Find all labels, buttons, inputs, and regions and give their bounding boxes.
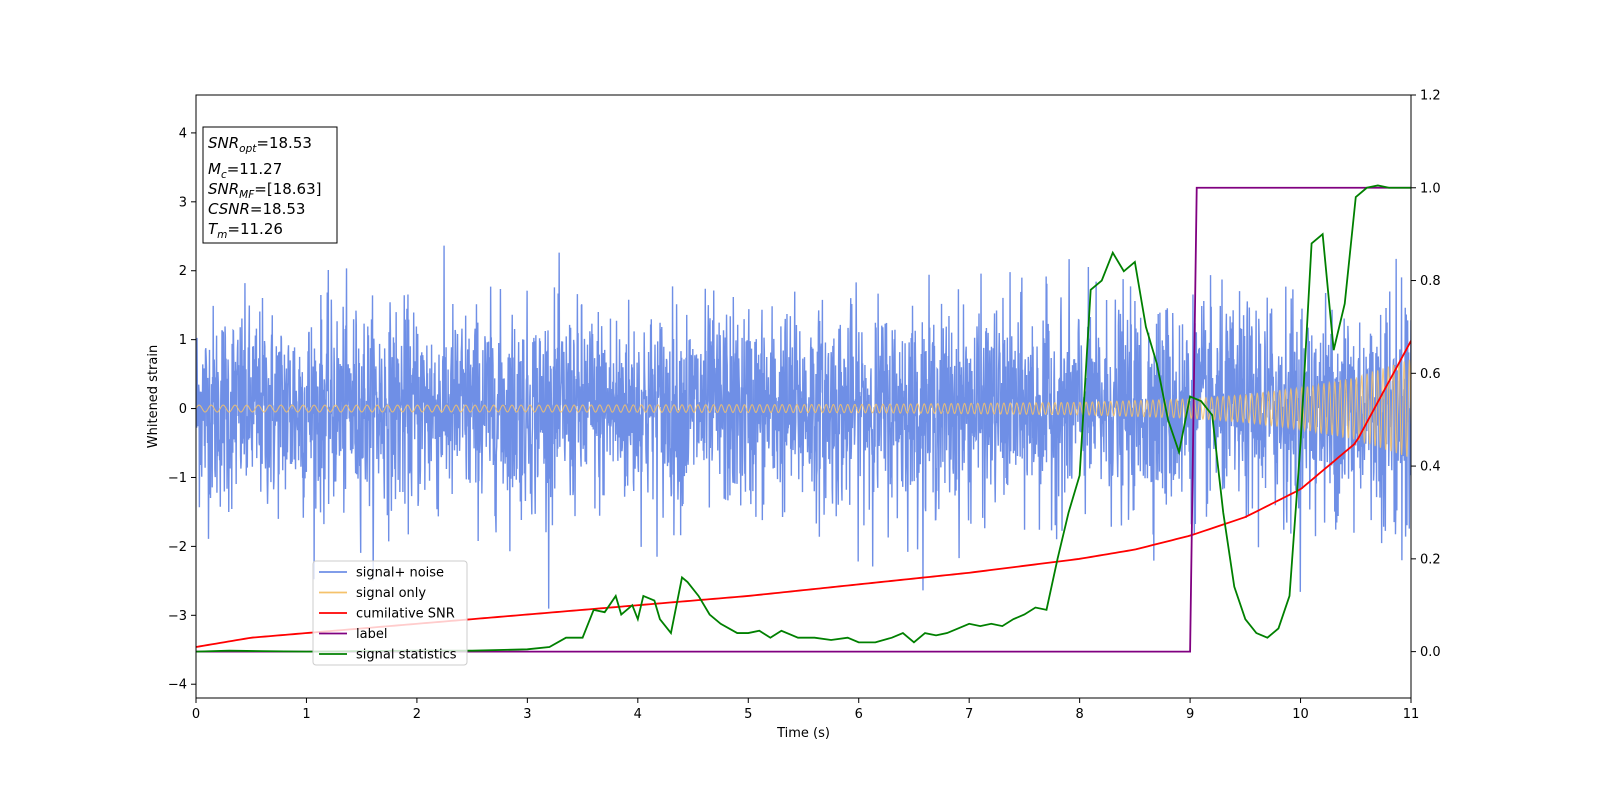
series-signal-only bbox=[196, 359, 1411, 457]
y-left-tick-label: −4 bbox=[168, 678, 187, 693]
info-value: =11.27 bbox=[227, 160, 283, 178]
plot-frame bbox=[195, 94, 1412, 699]
x-tick-label: 3 bbox=[523, 707, 531, 722]
series-signal-statistics bbox=[196, 184, 1411, 653]
y-left-tick-label: 2 bbox=[179, 264, 187, 279]
axes: 0 1 2 3 4 5 6 7 8 9 10 11 −4 −3 −2 −1 0 1 2 3 4 0.0 0.2 0.4 0.6 0… bbox=[146, 89, 1441, 742]
series-signal-noise bbox=[196, 245, 1411, 609]
y-right-tick-label: 0.8 bbox=[1420, 274, 1441, 289]
y-right-tick-label: 0.4 bbox=[1420, 460, 1441, 475]
x-tick-label: 6 bbox=[855, 707, 863, 722]
info-line: SNRMF=[18.63] bbox=[208, 180, 322, 201]
x-tick-label: 5 bbox=[744, 707, 752, 722]
info-box-frame bbox=[202, 126, 338, 244]
info-line: Mc=11.27 bbox=[208, 160, 282, 181]
info-sub: opt bbox=[239, 143, 257, 155]
y-right-tick-label: 0.0 bbox=[1420, 645, 1441, 660]
info-base: M bbox=[208, 160, 221, 178]
x-tick-label: 9 bbox=[1186, 707, 1194, 722]
y-right-tick-label: 0.2 bbox=[1420, 552, 1441, 567]
info-line: SNRopt=18.53 bbox=[208, 134, 312, 155]
x-tick-label: 8 bbox=[1075, 707, 1083, 722]
legend-entry: cumilative SNR bbox=[356, 607, 455, 622]
legend-entry: label bbox=[356, 627, 387, 642]
x-tick-label: 4 bbox=[634, 707, 642, 722]
info-base: CSNR bbox=[208, 200, 250, 218]
info-base: SNR bbox=[208, 134, 239, 152]
info-sub: m bbox=[217, 229, 227, 241]
x-tick-label: 7 bbox=[965, 707, 973, 722]
x-tick-label: 0 bbox=[192, 707, 200, 722]
info-value: =18.53 bbox=[256, 134, 312, 152]
y-right-tick-label: 1.2 bbox=[1420, 89, 1441, 104]
x-tick-label: 2 bbox=[413, 707, 421, 722]
info-base: T bbox=[208, 220, 219, 238]
info-sub: MF bbox=[239, 189, 255, 201]
legend: signal+ noise signal only cumilative SNR la… bbox=[312, 560, 468, 666]
y-left-tick-label: 3 bbox=[179, 195, 187, 210]
info-value: =[18.63] bbox=[254, 180, 321, 198]
y-left-tick-label: 1 bbox=[179, 333, 187, 348]
y-right-tick-label: 0.6 bbox=[1420, 367, 1441, 382]
y-left-tick-label: −3 bbox=[168, 609, 187, 624]
y-left-tick-label: 4 bbox=[179, 126, 187, 141]
info-sub: c bbox=[221, 169, 227, 181]
info-value: =11.26 bbox=[227, 220, 283, 238]
info-box: SNRopt=18.53Mc=11.27SNRMF=[18.63]CSNR=18… bbox=[202, 126, 338, 244]
y-left-tick-label: −2 bbox=[168, 540, 187, 555]
legend-entry: signal statistics bbox=[356, 648, 457, 663]
x-axis-label: Time (s) bbox=[776, 726, 830, 741]
legend-entry: signal only bbox=[356, 586, 426, 601]
info-line: CSNR=18.53 bbox=[208, 200, 305, 218]
y-axis-label: Whitened strain bbox=[146, 345, 161, 448]
info-base: SNR bbox=[208, 180, 239, 198]
y-left-tick-label: 0 bbox=[179, 402, 187, 417]
series-label bbox=[196, 186, 1411, 653]
x-tick-label: 1 bbox=[302, 707, 310, 722]
info-value: =18.53 bbox=[250, 200, 306, 218]
legend-entry: signal+ noise bbox=[356, 566, 444, 581]
x-tick-label: 10 bbox=[1292, 707, 1309, 722]
info-line: Tm=11.26 bbox=[208, 220, 283, 241]
x-tick-label: 11 bbox=[1403, 707, 1420, 722]
legend-frame bbox=[312, 560, 468, 666]
y-right-tick-label: 1.0 bbox=[1420, 181, 1441, 196]
y-left-tick-label: −1 bbox=[168, 471, 187, 486]
